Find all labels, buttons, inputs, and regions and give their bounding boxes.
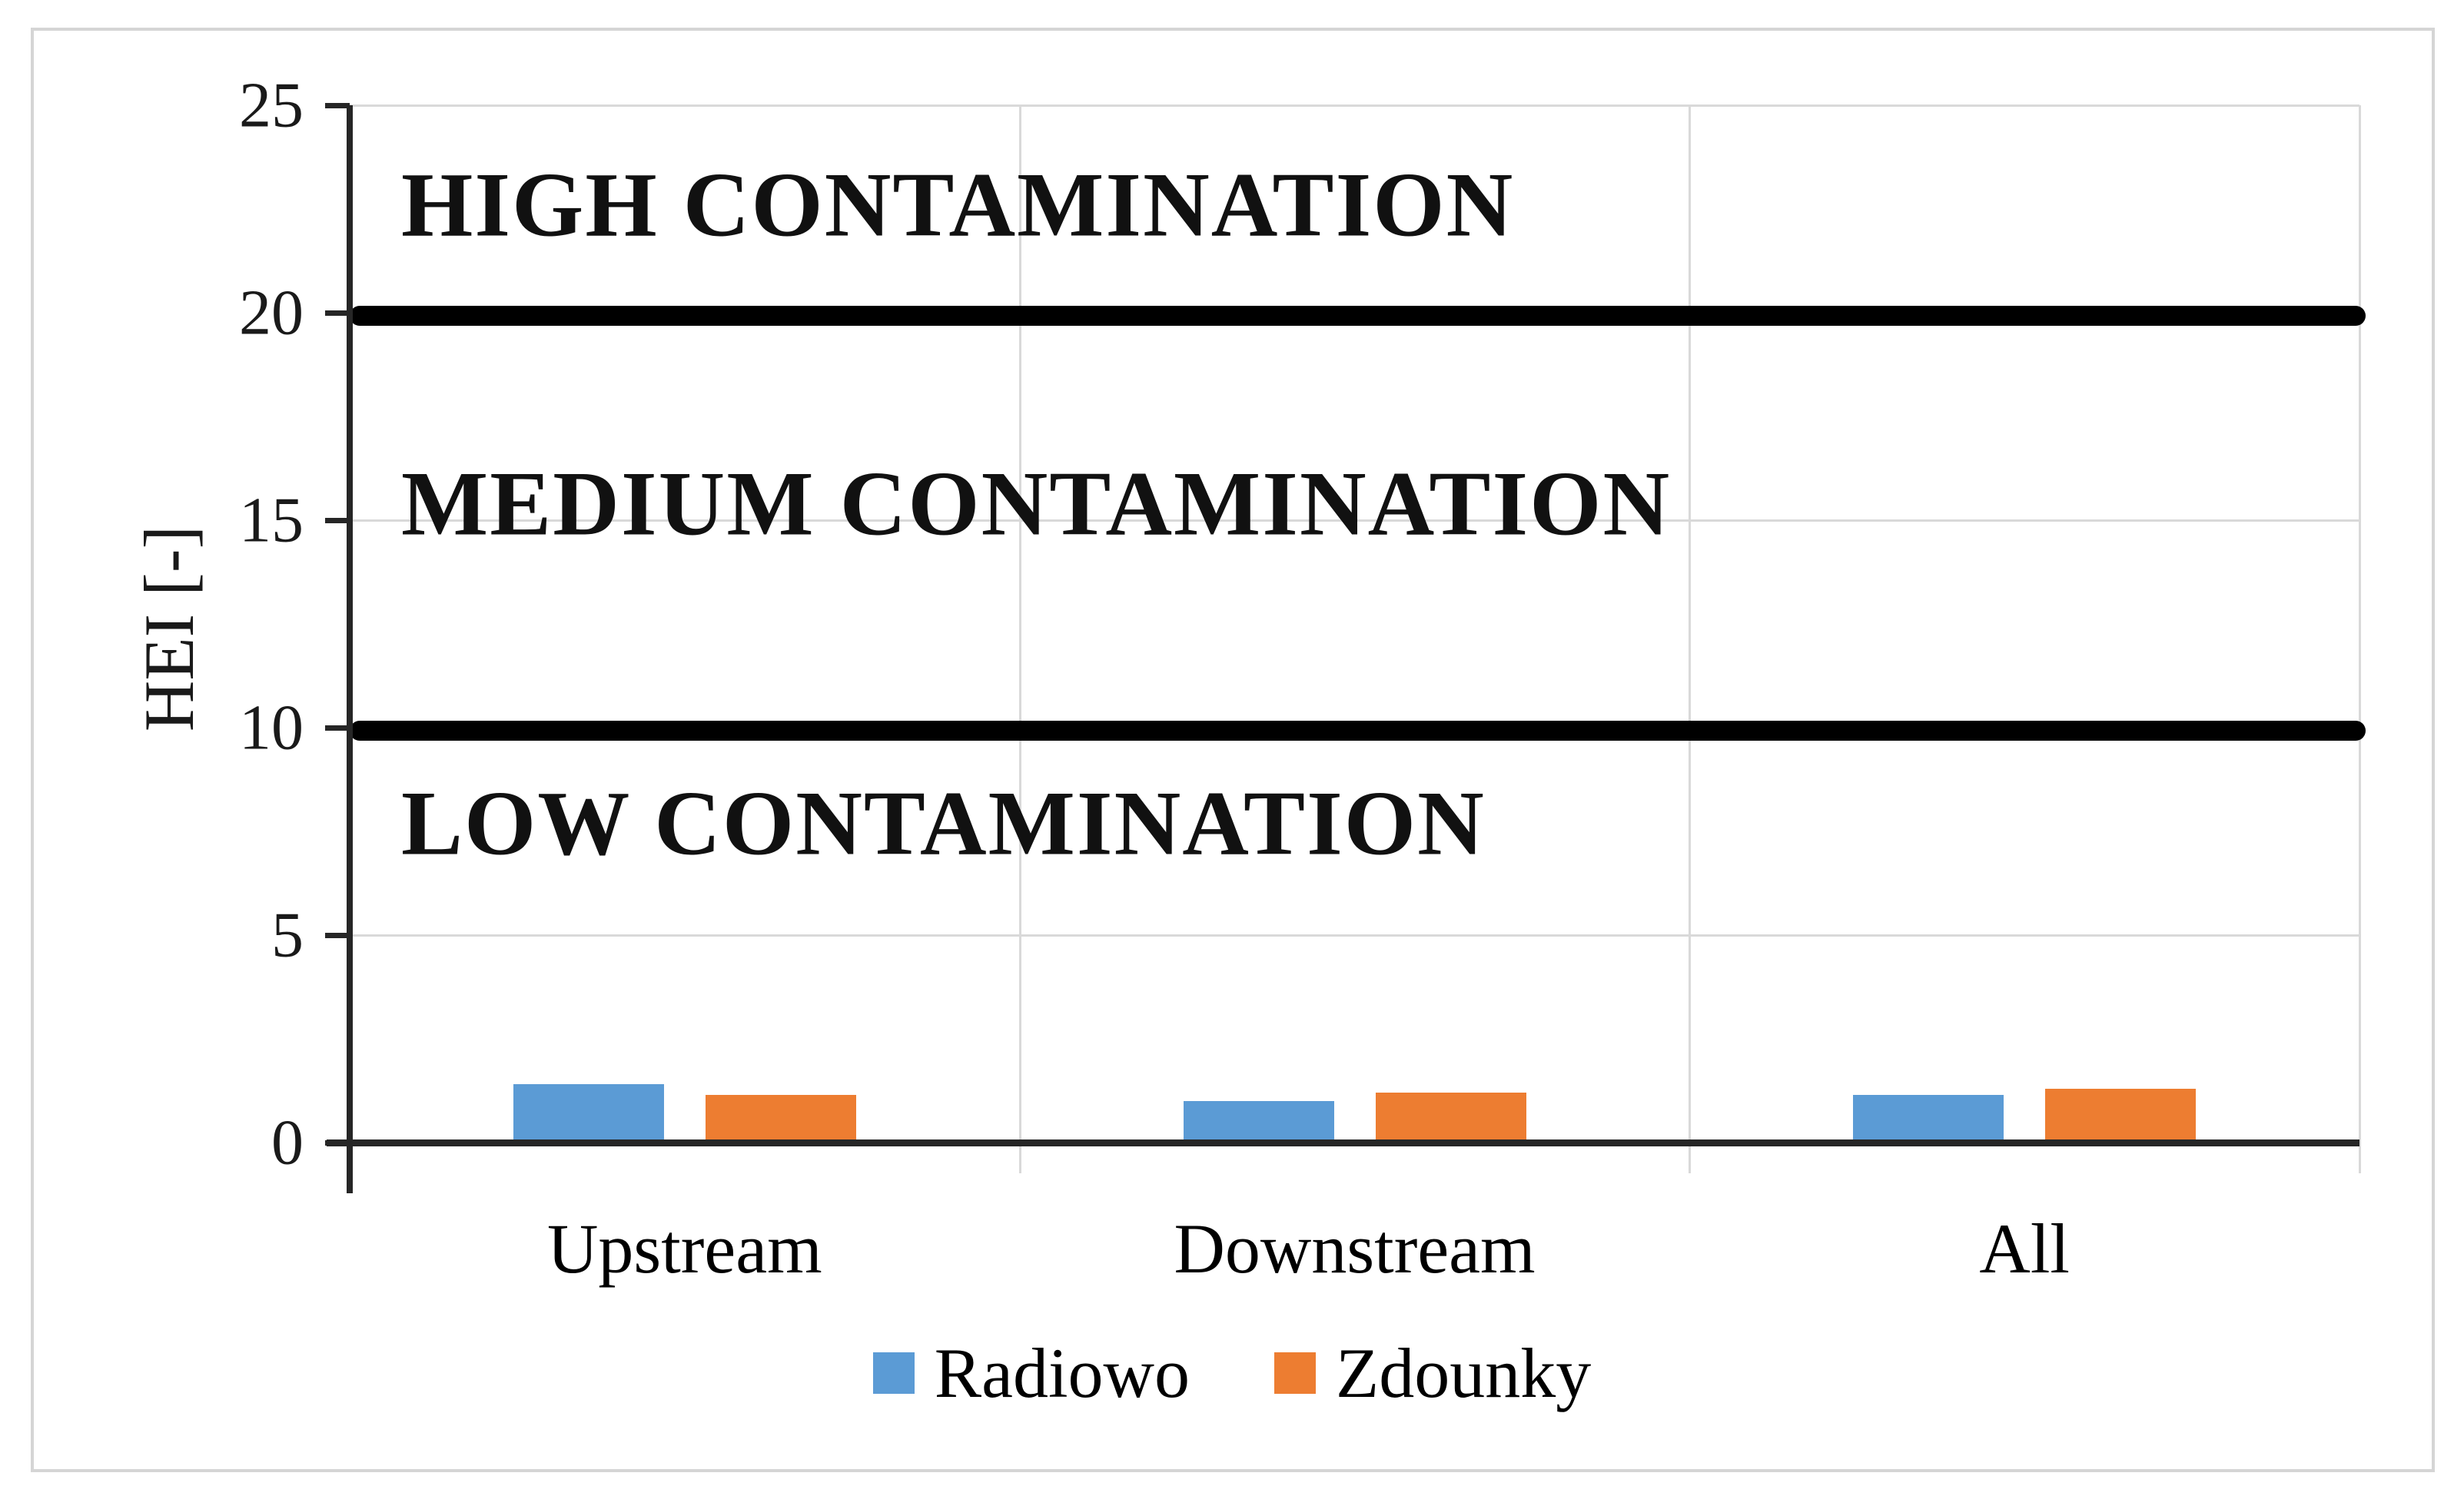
y-tick-15 (325, 518, 350, 523)
x-category-label-downstream: Downstream (1174, 1209, 1536, 1288)
zone-threshold-line-20 (350, 306, 2366, 326)
y-tick-label-15: 15 (239, 484, 304, 556)
y-tick-25 (325, 103, 350, 108)
legend-item-zdounky: Zdounky (1274, 1332, 1591, 1414)
chart-legend: Radiowo Zdounky (0, 1323, 2464, 1423)
v-gridline-1 (1018, 105, 1021, 1173)
h-gridline-15 (350, 519, 2359, 522)
x-category-label-all: All (1979, 1209, 2070, 1288)
bar-zdounky-all (2045, 1089, 2197, 1143)
y-tick-label-5: 5 (271, 899, 304, 971)
x-axis-line (327, 1139, 2359, 1146)
y-tick-label-20: 20 (239, 277, 304, 349)
bar-radiowo-all (1853, 1095, 2004, 1143)
bar-radiowo-upstream (513, 1084, 664, 1143)
y-tick-label-10: 10 (239, 692, 304, 764)
h-gridline-5 (350, 934, 2359, 937)
bar-radiowo-downstream (1183, 1101, 1334, 1143)
v-gridline-2 (1689, 105, 1692, 1173)
y-tick-20 (325, 310, 350, 316)
legend-item-radiowo: Radiowo (872, 1332, 1190, 1414)
y-axis-line (347, 105, 353, 1193)
zone-label-1: MEDIUM CONTAMINATION (401, 452, 1672, 555)
y-tick-0 (325, 1140, 350, 1146)
bar-zdounky-downstream (1375, 1093, 1526, 1143)
y-axis-title: HEI [-] (130, 525, 208, 732)
y-tick-label-25: 25 (239, 69, 304, 141)
figure-frame (31, 28, 2435, 1472)
zone-label-0: HIGH CONTAMINATION (401, 153, 1515, 256)
y-tick-10 (325, 725, 350, 731)
legend-label-radiowo: Radiowo (934, 1334, 1190, 1412)
legend-label-zdounky: Zdounky (1336, 1334, 1592, 1412)
v-gridline-3 (2359, 105, 2361, 1173)
y-tick-5 (325, 933, 350, 938)
legend-swatch-icon-radiowo (872, 1352, 915, 1394)
bar-zdounky-upstream (705, 1095, 856, 1143)
y-tick-label-0: 0 (271, 1106, 304, 1179)
zone-threshold-line-10 (350, 721, 2366, 741)
x-category-label-upstream: Upstream (546, 1209, 822, 1288)
legend-swatch-icon-zdounky (1274, 1352, 1316, 1394)
h-gridline-25 (350, 104, 2359, 107)
zone-label-2: LOW CONTAMINATION (401, 771, 1486, 874)
